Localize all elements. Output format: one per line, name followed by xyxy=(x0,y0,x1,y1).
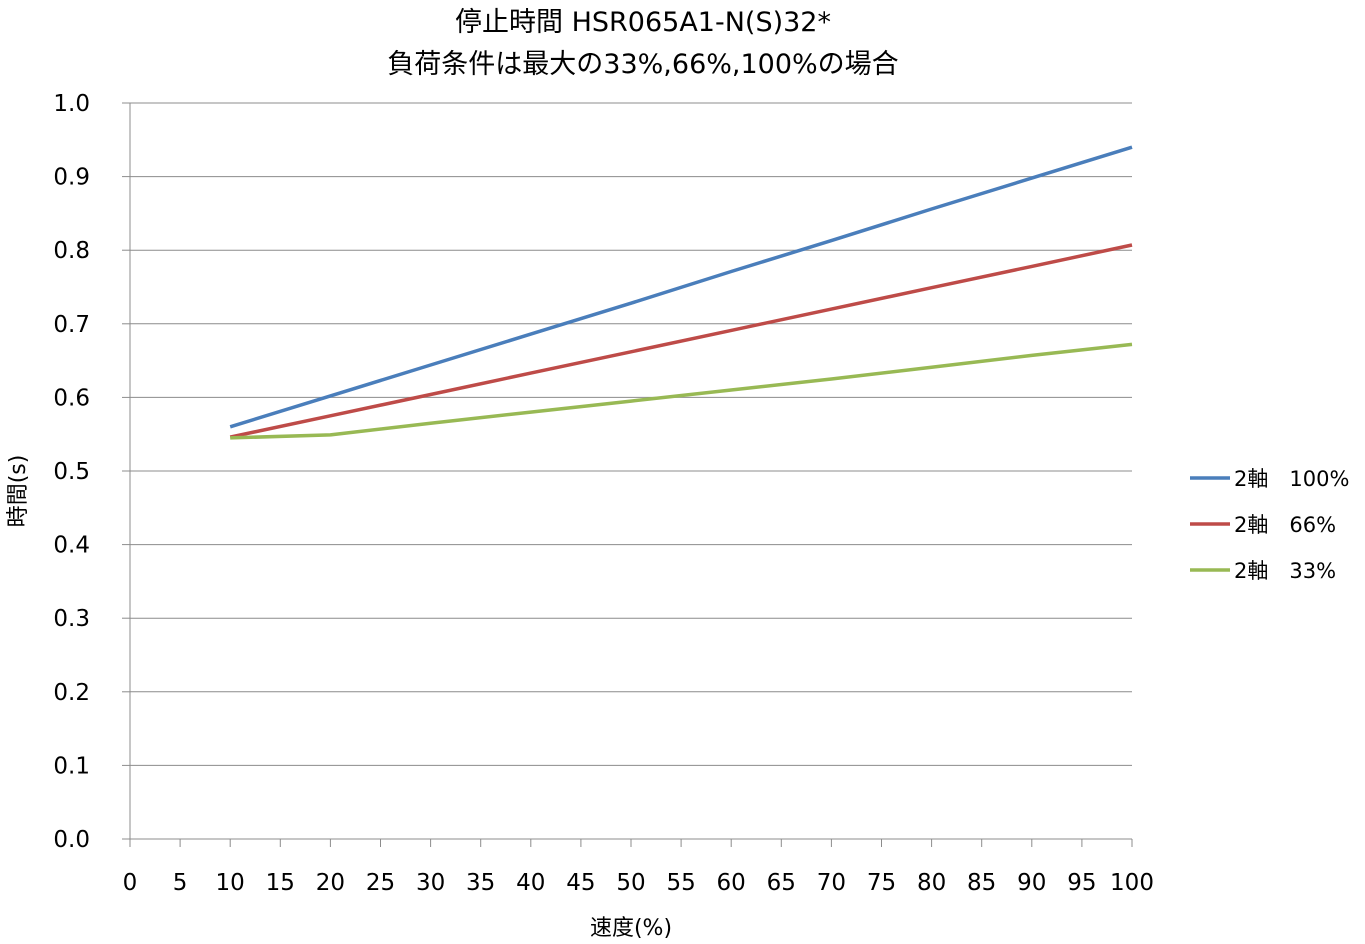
legend-label: 2軸 33% xyxy=(1234,559,1336,583)
x-tick-label: 20 xyxy=(316,870,345,896)
x-tick-label: 95 xyxy=(1067,870,1096,896)
x-tick-label: 15 xyxy=(266,870,295,896)
y-tick-label: 0.2 xyxy=(53,680,90,706)
x-tick-label: 0 xyxy=(123,870,138,896)
series-lines xyxy=(229,145,1133,440)
x-tick-label: 30 xyxy=(416,870,445,896)
x-tick-label: 25 xyxy=(366,870,395,896)
x-axis-label: 速度(%) xyxy=(590,916,672,941)
chart-subtitle: 負荷条件は最大の33%,66%,100%の場合 xyxy=(387,49,898,80)
x-tick-labels: 0 5 10 15 20 25 30 35 40 45 50 55 60 65 70 75 80 85 90 95 10… xyxy=(123,870,1154,896)
y-axis-label: 時間(s) xyxy=(6,455,31,528)
y-tick-label: 0.7 xyxy=(53,312,90,338)
y-tick-label: 0.4 xyxy=(53,533,90,559)
x-tick-label: 70 xyxy=(817,870,846,896)
x-tick-label: 75 xyxy=(867,870,896,896)
legend-label: 2軸 66% xyxy=(1234,513,1336,537)
x-tick-label: 5 xyxy=(173,870,188,896)
y-tick-label: 0.5 xyxy=(53,459,90,485)
y-tick-label: 0.8 xyxy=(53,238,90,264)
gridlines xyxy=(130,102,1132,766)
y-tick-label: 0.1 xyxy=(53,753,90,779)
axes xyxy=(122,102,1133,847)
x-tick-label: 55 xyxy=(666,870,695,896)
x-tick-label: 10 xyxy=(216,870,245,896)
y-tick-label: 1.0 xyxy=(53,91,90,117)
x-tick-label: 40 xyxy=(516,870,545,896)
series-line xyxy=(229,243,1133,439)
y-tick-label: 0.6 xyxy=(53,385,90,411)
y-tick-labels: 0.0 0.1 0.2 0.3 0.4 0.5 0.6 0.7 0.8 0.9 1.0 xyxy=(53,91,90,853)
x-tick-label: 100 xyxy=(1110,870,1154,896)
x-tick-label: 90 xyxy=(1017,870,1046,896)
chart-title: 停止時間 HSR065A1-N(S)32* xyxy=(455,7,831,38)
y-tick-label: 0.0 xyxy=(53,827,90,853)
x-tick-label: 80 xyxy=(917,870,946,896)
legend-label: 2軸 100% xyxy=(1234,467,1349,491)
x-tick-label: 60 xyxy=(717,870,746,896)
x-tick-label: 50 xyxy=(616,870,645,896)
y-tick-label: 0.9 xyxy=(53,165,90,191)
series-line xyxy=(229,145,1133,429)
series-line xyxy=(230,342,1133,440)
y-tick-label: 0.3 xyxy=(53,606,90,632)
x-tick-label: 65 xyxy=(767,870,796,896)
legend: 2軸 100% 2軸 66% 2軸 33% xyxy=(1190,467,1349,583)
x-tick-label: 45 xyxy=(566,870,595,896)
x-tick-label: 85 xyxy=(967,870,996,896)
x-tick-label: 35 xyxy=(466,870,495,896)
